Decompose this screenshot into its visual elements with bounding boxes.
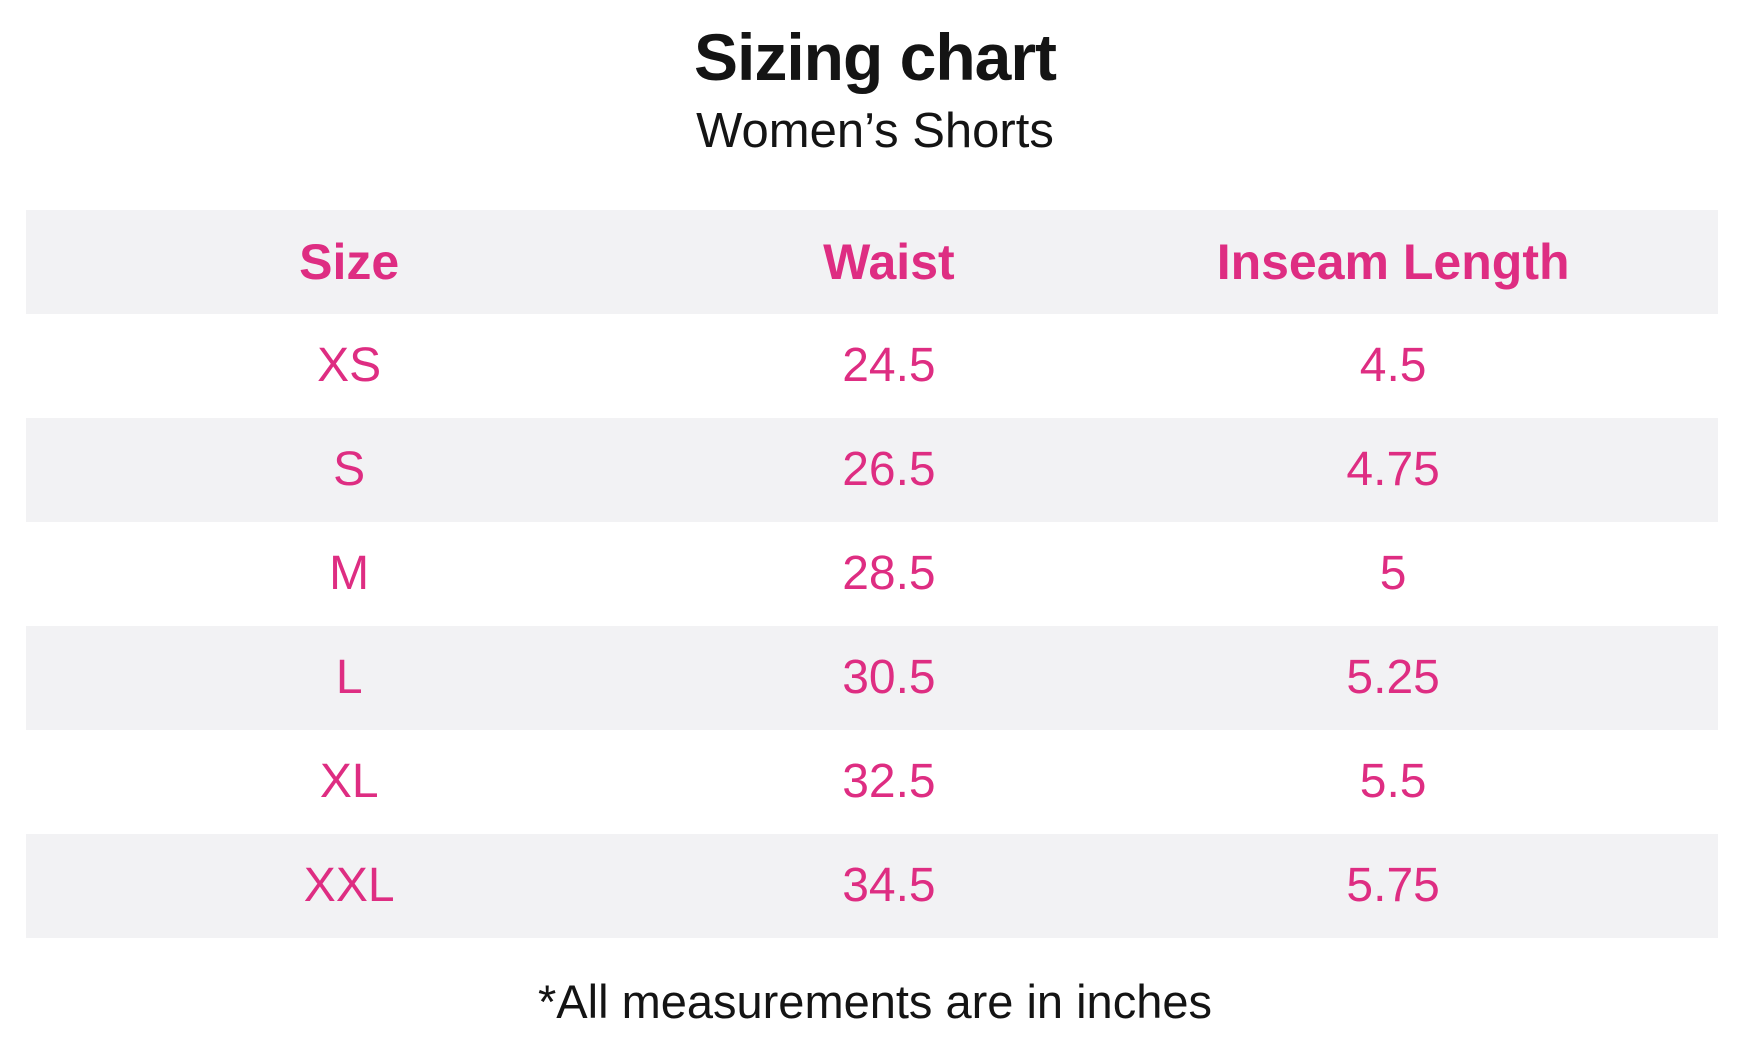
waist-value: 26.5 xyxy=(842,443,936,496)
waist-value: 34.5 xyxy=(842,859,936,912)
table-row-l: L 30.5 5.25 xyxy=(26,626,1718,730)
inseam-value: 5.5 xyxy=(1359,755,1427,808)
table-row-m: M 28.5 5 xyxy=(26,522,1718,626)
inseam-value: 5.75 xyxy=(1346,859,1440,912)
column-header-waist: Waist xyxy=(823,234,955,290)
inseam-value: 4.75 xyxy=(1346,443,1440,496)
waist-value: 32.5 xyxy=(842,755,936,808)
table-row-xs: XS 24.5 4.5 xyxy=(26,314,1718,418)
table-header-row: Size Waist Inseam Length xyxy=(26,210,1718,314)
page-subtitle: Women’s Shorts xyxy=(696,104,1054,158)
size-value: M xyxy=(329,547,370,600)
inseam-value: 4.5 xyxy=(1359,339,1427,392)
inseam-value: 5 xyxy=(1379,547,1407,600)
size-value: XL xyxy=(319,755,379,808)
table-row-xl: XL 32.5 5.5 xyxy=(26,730,1718,834)
inseam-value: 5.25 xyxy=(1346,651,1440,704)
size-value: XXL xyxy=(303,859,395,912)
column-header-size: Size xyxy=(299,234,400,290)
size-value: XS xyxy=(317,339,382,392)
waist-value: 30.5 xyxy=(842,651,936,704)
table-row-s: S 26.5 4.75 xyxy=(26,418,1718,522)
size-value: S xyxy=(333,443,366,496)
page-title: Sizing chart xyxy=(693,20,1057,94)
measurements-footnote: *All measurements are in inches xyxy=(538,975,1212,1028)
column-header-inseam-length: Inseam Length xyxy=(1216,234,1570,290)
size-value: L xyxy=(335,651,363,704)
title-block: Sizing chart Women’s Shorts xyxy=(0,14,1750,162)
sizing-table: Size Waist Inseam Length XS 24.5 4.5 S 2… xyxy=(26,210,1718,938)
waist-value: 24.5 xyxy=(842,339,936,392)
waist-value: 28.5 xyxy=(842,547,936,600)
table-row-xxl: XXL 34.5 5.75 xyxy=(26,834,1718,938)
